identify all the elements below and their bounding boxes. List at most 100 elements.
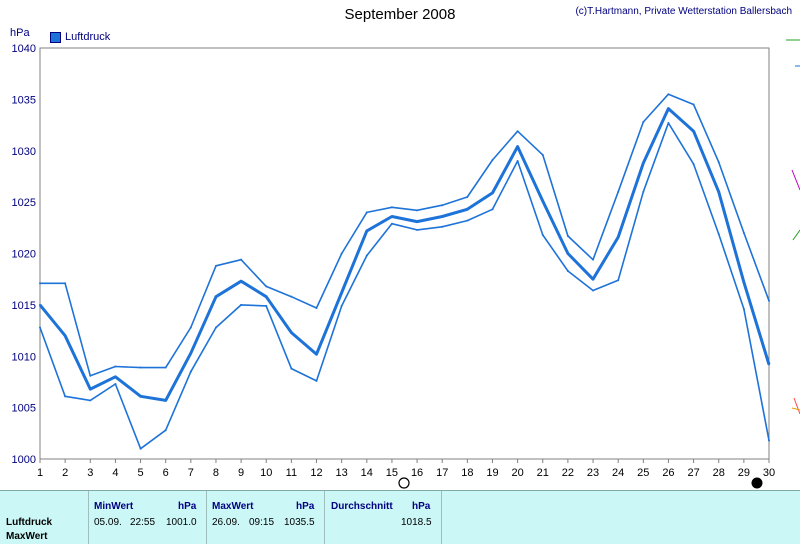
data-point-min [214, 326, 217, 329]
y-tick-label: 1040 [12, 43, 36, 55]
data-point-min [340, 304, 343, 307]
max-value: 1035.5 [284, 517, 315, 528]
data-point-max [642, 120, 645, 123]
data-point-mean [240, 280, 243, 283]
data-point-min [491, 208, 494, 211]
data-point-min [390, 222, 393, 225]
data-point-max [39, 282, 41, 285]
data-point-min [642, 190, 645, 193]
data-point-mean [340, 291, 343, 294]
data-point-mean [390, 215, 393, 218]
series-line-min [39, 122, 770, 450]
x-tick-label: 12 [310, 467, 322, 479]
data-point-mean [692, 130, 695, 133]
y-tick-label: 1005 [12, 403, 36, 415]
data-point-min [466, 219, 469, 222]
data-point-max [240, 258, 243, 261]
x-tick-label: 19 [486, 467, 498, 479]
avg-unit: hPa [412, 501, 431, 512]
data-point-mean [592, 278, 595, 281]
y-tick-label: 1015 [12, 300, 36, 312]
x-tick-label: 20 [511, 467, 523, 479]
new-moon-icon [751, 477, 763, 489]
x-tick-label: 21 [537, 467, 549, 479]
data-points [39, 93, 770, 450]
data-point-min [566, 269, 569, 272]
max-header: MaxWert [212, 501, 254, 512]
x-tick-label: 24 [612, 467, 624, 479]
x-tick-label: 8 [213, 467, 219, 479]
day-markers [398, 477, 763, 489]
data-point-mean [717, 190, 720, 193]
data-point-max [416, 209, 419, 212]
min-value: 1001.0 [166, 517, 197, 528]
data-point-min [265, 304, 268, 307]
x-tick-label: 28 [713, 467, 725, 479]
x-tick-label: 25 [637, 467, 649, 479]
data-point-min [114, 382, 117, 385]
x-tick-label: 4 [112, 467, 118, 479]
data-point-mean [642, 162, 645, 165]
data-point-mean [265, 295, 268, 298]
y-tick-label: 1010 [12, 351, 36, 363]
data-point-mean [214, 295, 217, 298]
data-point-min [290, 367, 293, 370]
min-unit: hPa [178, 501, 197, 512]
x-tick-label: 15 [386, 467, 398, 479]
legend-swatch [50, 31, 61, 43]
data-point-min [516, 160, 519, 163]
y-axis-unit: hPa [10, 27, 30, 39]
x-tick-label: 1 [37, 467, 43, 479]
data-point-max [617, 190, 620, 193]
y-tick-label: 1025 [12, 197, 36, 209]
data-point-mean [768, 363, 770, 366]
data-point-max [692, 103, 695, 106]
y-tick-label: 1020 [12, 249, 36, 261]
data-point-max [768, 299, 770, 302]
data-point-min [64, 395, 67, 398]
data-point-mean [466, 208, 469, 211]
data-point-max [114, 365, 117, 368]
footer-divider [88, 491, 89, 544]
data-point-max [390, 206, 393, 209]
data-point-max [717, 161, 720, 164]
data-point-max [164, 366, 167, 369]
y-tick-label: 1000 [12, 454, 36, 466]
series-lines [38, 93, 771, 450]
data-point-mean [114, 375, 117, 378]
data-point-min [692, 163, 695, 166]
x-tick-label: 29 [738, 467, 750, 479]
x-tick-label: 10 [260, 467, 272, 479]
data-point-max [742, 231, 745, 234]
x-tick-label: 2 [62, 467, 68, 479]
footer-divider [206, 491, 207, 544]
x-tick-label: 22 [562, 467, 574, 479]
data-point-mean [139, 395, 142, 398]
data-point-max [214, 264, 217, 267]
data-point-min [365, 254, 368, 257]
footer-divider [441, 491, 442, 544]
data-point-max [189, 326, 192, 329]
data-point-max [139, 366, 142, 369]
data-point-max [667, 93, 670, 96]
data-point-mean [39, 303, 41, 306]
credit-text: (c)T.Hartmann, Private Wetterstation Bal… [575, 6, 792, 17]
data-point-mean [617, 236, 620, 239]
full-moon-icon [398, 477, 410, 489]
x-tick-label: 9 [238, 467, 244, 479]
data-point-mean [290, 331, 293, 334]
data-point-min [717, 232, 720, 235]
data-point-max [592, 258, 595, 261]
footer-divider [324, 491, 325, 544]
max-date: 26.09. [212, 517, 240, 528]
x-tick-label: 27 [687, 467, 699, 479]
x-tick-label: 18 [461, 467, 473, 479]
data-point-mean [164, 399, 167, 402]
x-tick-label: 11 [286, 467, 297, 479]
x-tick-label: 3 [87, 467, 93, 479]
data-point-min [617, 279, 620, 282]
min-header: MinWert [94, 501, 134, 512]
y-tick-label: 1035 [12, 94, 36, 106]
